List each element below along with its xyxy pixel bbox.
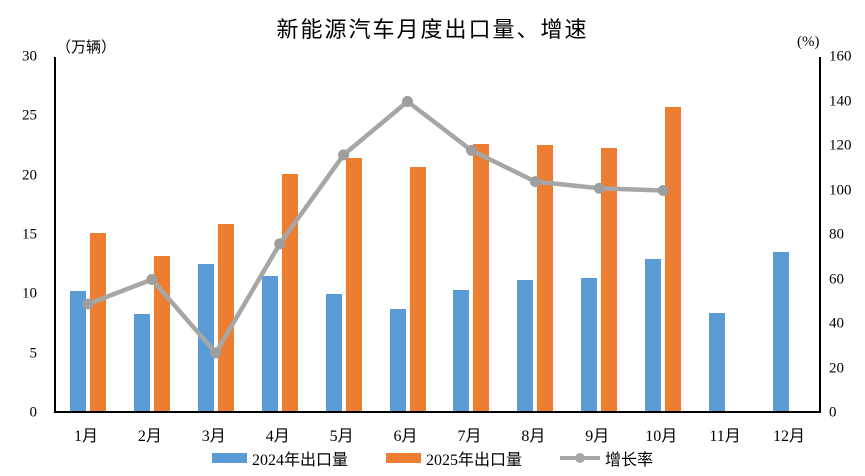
- bar-2025-8月: [537, 145, 554, 411]
- bar-2024-6月: [389, 308, 406, 411]
- legend-item-2024: 2024年出口量: [211, 446, 348, 470]
- x-axis-tick-label: 1月: [73, 428, 98, 445]
- right-axis-tick-label: 140: [829, 93, 852, 109]
- x-axis-tick-label: 10月: [645, 428, 678, 445]
- plot-area: [54, 57, 821, 413]
- legend-item-2025: 2025年出口量: [385, 446, 522, 470]
- left-axis-tick-label: 20: [22, 167, 37, 184]
- legend-line-dot: [575, 453, 585, 463]
- right-axis-tick-label: 40: [829, 315, 844, 332]
- x-axis-tick-label: 8月: [521, 428, 546, 445]
- right-axis-tick-label: 160: [829, 48, 852, 65]
- bar-2024-4月: [261, 275, 278, 411]
- growth-point-2月: [146, 274, 158, 285]
- bar-2024-2月: [133, 313, 150, 411]
- growth-point-8月: [529, 176, 541, 188]
- chart-title: 新能源汽车月度出口量、增速: [276, 17, 589, 42]
- legend-line-marker: [560, 452, 600, 464]
- bar-2025-10月: [665, 107, 682, 411]
- growth-point-7月: [466, 144, 477, 156]
- x-axis-tick-label: 3月: [201, 428, 226, 445]
- x-axis-tick-label: 6月: [393, 428, 418, 445]
- bar-2024-12月: [773, 252, 790, 411]
- right-axis-tick-label: 60: [829, 271, 844, 287]
- legend-swatch-2024: [211, 453, 247, 463]
- bar-2025-9月: [601, 147, 618, 411]
- legend-label-2024: 2024年出口量: [251, 452, 348, 469]
- bar-2025-5月: [345, 158, 362, 411]
- bar-2024-8月: [517, 280, 534, 411]
- left-axis-tick-label: 10: [22, 285, 37, 302]
- left-axis-unit-label: （万辆）: [56, 40, 117, 56]
- legend: 2024年出口量 2025年出口量 增长率: [0, 446, 865, 470]
- growth-line-layer: [82, 96, 669, 359]
- growth-point-1月: [82, 298, 94, 310]
- x-axis-tick-label: 7月: [457, 428, 482, 445]
- bar-2024-11月: [709, 312, 726, 411]
- legend-item-growth: 增长率: [560, 446, 653, 470]
- left-axis-tick-label: 0: [29, 404, 38, 421]
- right-axis-tick-label: 0: [829, 404, 837, 421]
- left-axis-tick-label: 25: [22, 107, 37, 124]
- left-axis-tick-label: 5: [29, 345, 38, 362]
- x-axis-tick-label: 11月: [709, 428, 741, 445]
- right-axis-unit-label: (%): [797, 34, 820, 50]
- growth-point-9月: [593, 182, 605, 194]
- bar-2024-10月: [645, 259, 662, 411]
- left-axis-tick-label: 15: [22, 226, 37, 243]
- growth-point-6月: [402, 96, 413, 107]
- bar-2024-9月: [581, 278, 598, 411]
- left-axis-tick-label: 30: [22, 48, 37, 65]
- x-axis-tick-label: 4月: [265, 428, 290, 445]
- legend-label-2025: 2025年出口量: [425, 452, 522, 469]
- bar-2025-3月: [217, 223, 234, 411]
- bar-2024-3月: [197, 263, 214, 411]
- right-axis-tick-label: 20: [829, 360, 844, 376]
- x-axis-tick-label: 12月: [773, 428, 806, 445]
- x-axis-tick-label: 5月: [329, 428, 354, 445]
- legend-swatch-2025: [385, 453, 421, 463]
- bar-2024-5月: [325, 293, 342, 411]
- bar-2025-1月: [89, 233, 106, 411]
- right-axis-tick-label: 100: [829, 182, 852, 198]
- legend-label-growth: 增长率: [605, 452, 654, 469]
- growth-point-3月: [210, 347, 222, 359]
- right-axis-tick-label: 80: [829, 226, 844, 243]
- growth-point-4月: [274, 238, 286, 250]
- right-axis-tick-label: 120: [829, 137, 852, 154]
- bar-2025-7月: [473, 144, 490, 411]
- bar-2024-1月: [69, 291, 86, 411]
- x-axis-tick-label: 2月: [137, 428, 162, 445]
- bar-2025-6月: [409, 166, 426, 411]
- growth-line: [85, 99, 666, 356]
- growth-point-5月: [338, 149, 350, 161]
- x-axis-tick-label: 9月: [585, 428, 610, 445]
- growth-point-10月: [657, 185, 669, 196]
- bar-2024-7月: [453, 289, 470, 411]
